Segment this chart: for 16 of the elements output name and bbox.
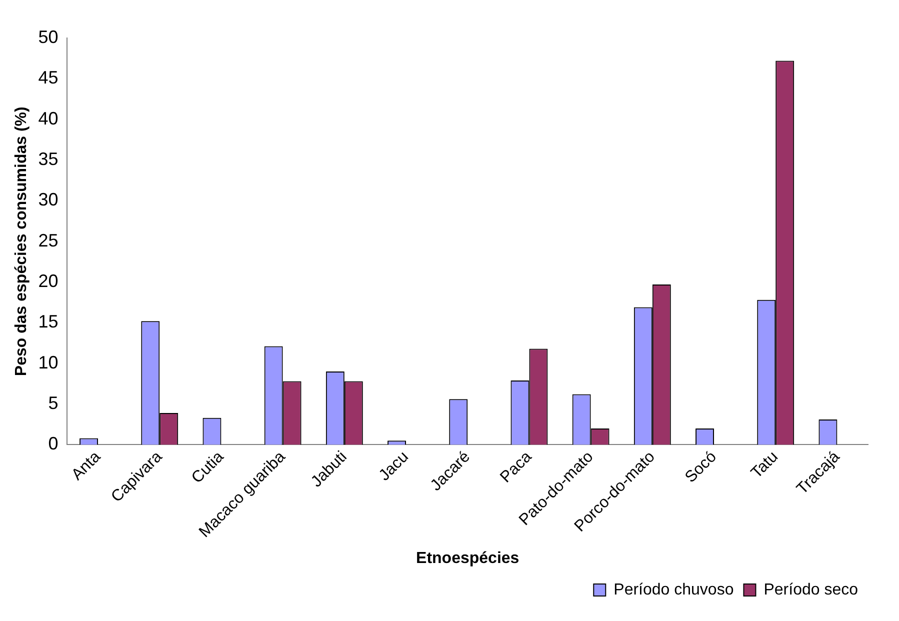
y-tick-label: 45	[38, 68, 58, 88]
y-axis-title: Peso das espécies consumidas (%)	[13, 106, 30, 376]
y-tick-label: 10	[38, 352, 58, 372]
y-tick-label: 15	[38, 312, 58, 332]
y-tick-label: 40	[38, 108, 58, 128]
x-axis-title: Etnoespécies	[416, 550, 520, 567]
y-tick-label: 25	[38, 230, 58, 250]
legend-label: Período seco	[764, 581, 858, 598]
y-tick-label: 5	[48, 393, 58, 414]
y-tick-label: 30	[38, 190, 58, 210]
x-tick-label: Tatu	[748, 448, 782, 482]
y-tick-label: 0	[48, 434, 58, 454]
y-tick-label: 35	[38, 148, 58, 169]
y-tick-label: 50	[38, 26, 58, 47]
y-tick-label: 20	[38, 271, 58, 292]
legend-label: Período chuvoso	[614, 581, 734, 598]
